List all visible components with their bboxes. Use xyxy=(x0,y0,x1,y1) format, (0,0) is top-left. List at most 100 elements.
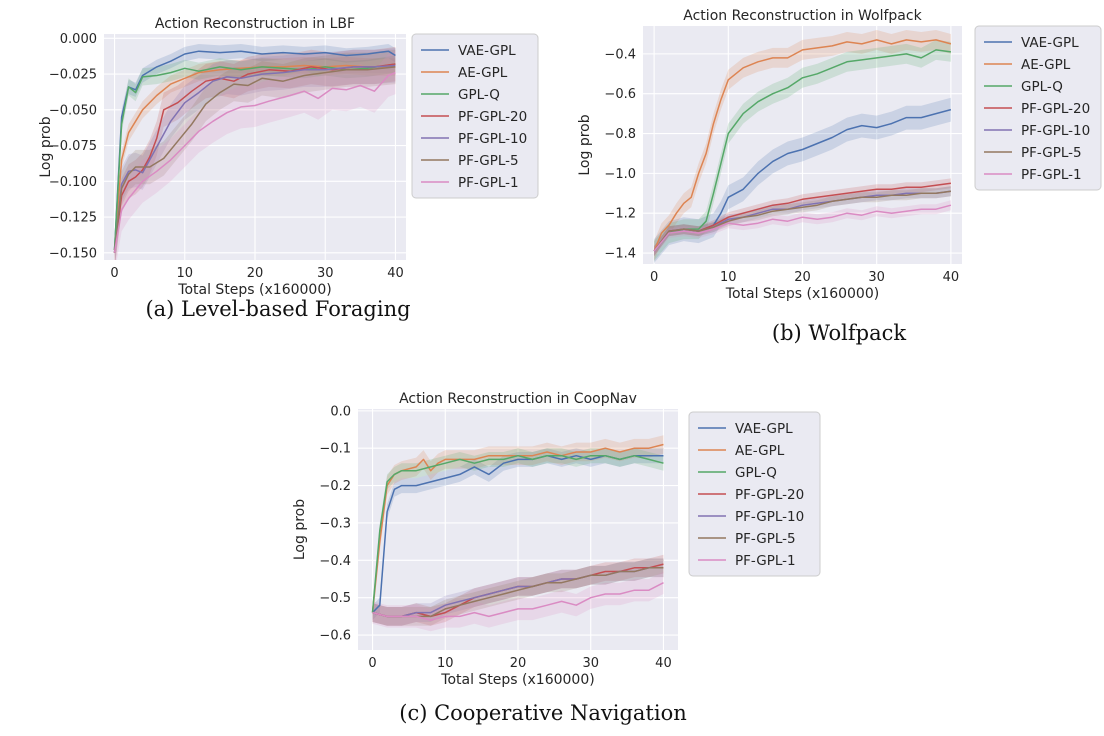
series-line xyxy=(113,66,396,253)
y-tick-label: −0.075 xyxy=(49,139,97,154)
legend-label: AE-GPL xyxy=(735,443,785,459)
y-tick-label: −0.125 xyxy=(49,211,97,226)
y-tick-label: −0.8 xyxy=(604,127,636,142)
y-tick-label: −0.4 xyxy=(319,554,351,569)
chart-title: Action Reconstruction in CoopNav xyxy=(399,391,637,407)
legend-label: VAE-GPL xyxy=(735,421,793,437)
legend-label: PF-GPL-10 xyxy=(735,509,804,525)
chart-title: Action Reconstruction in LBF xyxy=(155,16,355,32)
legend-label: PF-GPL-5 xyxy=(1021,145,1082,161)
x-tick-label: 40 xyxy=(387,266,404,281)
legend-label: VAE-GPL xyxy=(458,43,516,59)
x-tick-label: 0 xyxy=(110,266,118,281)
legend-label: GPL-Q xyxy=(735,465,777,481)
series-line xyxy=(113,64,396,251)
y-tick-label: −1.0 xyxy=(604,167,636,182)
series-band xyxy=(114,49,396,260)
x-tick-label: 20 xyxy=(794,270,811,285)
y-tick-label: 0.0 xyxy=(330,404,351,419)
chart-panel: 0 10 20 30 40 0.0 −0.1 −0.2 −0.3 −0.4 −0.5 −0.6 Acti… xyxy=(292,391,821,725)
series-line xyxy=(371,454,664,613)
series-line xyxy=(113,64,396,253)
series-group xyxy=(371,435,664,632)
series-line xyxy=(113,63,396,251)
series-band xyxy=(654,200,951,256)
y-tick-label: −0.100 xyxy=(49,175,97,190)
legend-label: PF-GPL-1 xyxy=(1021,167,1082,183)
figure-caption: (a) Level-based Foraging xyxy=(145,297,410,321)
y-tick-label: −0.6 xyxy=(319,629,351,644)
series-band xyxy=(654,178,951,256)
legend-label: AE-GPL xyxy=(458,65,508,81)
legend xyxy=(411,33,539,199)
series-group xyxy=(113,44,396,260)
y-tick-label: −0.1 xyxy=(319,442,351,457)
x-axis-label: Total Steps (x160000) xyxy=(725,286,879,302)
x-tick-label: 20 xyxy=(247,266,264,281)
y-tick-label: −0.3 xyxy=(319,516,351,531)
legend-label: GPL-Q xyxy=(1021,79,1063,95)
legend-label: PF-GPL-5 xyxy=(458,153,519,169)
series-line xyxy=(653,204,952,252)
x-tick-label: 0 xyxy=(650,270,658,285)
series-band xyxy=(372,435,664,622)
chart-panel: 0 10 20 30 40 0.000 −0.025 −0.050 −0.075 −0.100 −0… xyxy=(38,16,539,321)
y-tick-label: −0.5 xyxy=(319,591,351,606)
x-tick-label: 0 xyxy=(368,656,376,671)
x-tick-label: 10 xyxy=(720,270,737,285)
x-tick-label: 40 xyxy=(655,656,672,671)
x-tick-label: 30 xyxy=(317,266,334,281)
y-tick-label: −0.4 xyxy=(604,47,636,62)
series-line xyxy=(372,582,664,621)
legend-label: PF-GPL-10 xyxy=(1021,123,1090,139)
legend xyxy=(688,411,821,577)
series-band xyxy=(114,48,396,260)
x-axis-label: Total Steps (x160000) xyxy=(440,672,594,688)
y-tick-label: −1.4 xyxy=(604,247,636,262)
series-line xyxy=(653,190,951,252)
y-tick-label: −0.2 xyxy=(319,479,351,494)
x-tick-label: 30 xyxy=(582,656,599,671)
legend-label: PF-GPL-1 xyxy=(458,175,519,191)
legend-label: PF-GPL-20 xyxy=(735,487,804,503)
y-tick-label: −0.6 xyxy=(604,87,636,102)
series-band xyxy=(114,46,396,260)
legend-label: GPL-Q xyxy=(458,87,500,103)
legend-label: PF-GPL-5 xyxy=(735,531,796,547)
legend-label: PF-GPL-10 xyxy=(458,131,527,147)
series-line xyxy=(113,71,396,253)
series-band xyxy=(372,448,664,621)
legend-label: VAE-GPL xyxy=(1021,35,1079,51)
x-tick-label: 20 xyxy=(510,656,527,671)
series-band xyxy=(654,30,951,261)
figure-caption: (b) Wolfpack xyxy=(772,321,907,345)
y-tick-label: −0.025 xyxy=(49,68,97,83)
series-line xyxy=(653,39,952,252)
series-band xyxy=(114,51,396,260)
series-line xyxy=(653,49,951,252)
x-axis-label: Total Steps (x160000) xyxy=(177,282,331,298)
legend-label: PF-GPL-20 xyxy=(1021,101,1090,117)
x-tick-label: 40 xyxy=(943,270,960,285)
x-tick-label: 10 xyxy=(176,266,193,281)
y-axis-label: Log prob xyxy=(38,116,54,177)
y-tick-label: −0.150 xyxy=(49,246,97,261)
legend xyxy=(974,25,1102,191)
x-tick-label: 30 xyxy=(868,270,885,285)
series-line xyxy=(113,50,396,251)
y-axis-label: Log prob xyxy=(577,114,593,175)
legend-label: PF-GPL-20 xyxy=(458,109,527,125)
series-group xyxy=(653,30,952,263)
figure-caption: (c) Cooperative Navigation xyxy=(399,701,687,725)
y-tick-label: 0.000 xyxy=(60,32,97,47)
series-band xyxy=(654,39,951,262)
y-tick-label: −1.2 xyxy=(604,207,636,222)
y-tick-label: −0.050 xyxy=(49,103,97,118)
chart-title: Action Reconstruction in Wolfpack xyxy=(683,8,922,24)
series-line xyxy=(372,567,664,618)
legend-label: AE-GPL xyxy=(1021,57,1071,73)
x-tick-label: 10 xyxy=(437,656,454,671)
series-band xyxy=(654,97,951,263)
series-line xyxy=(113,63,396,253)
